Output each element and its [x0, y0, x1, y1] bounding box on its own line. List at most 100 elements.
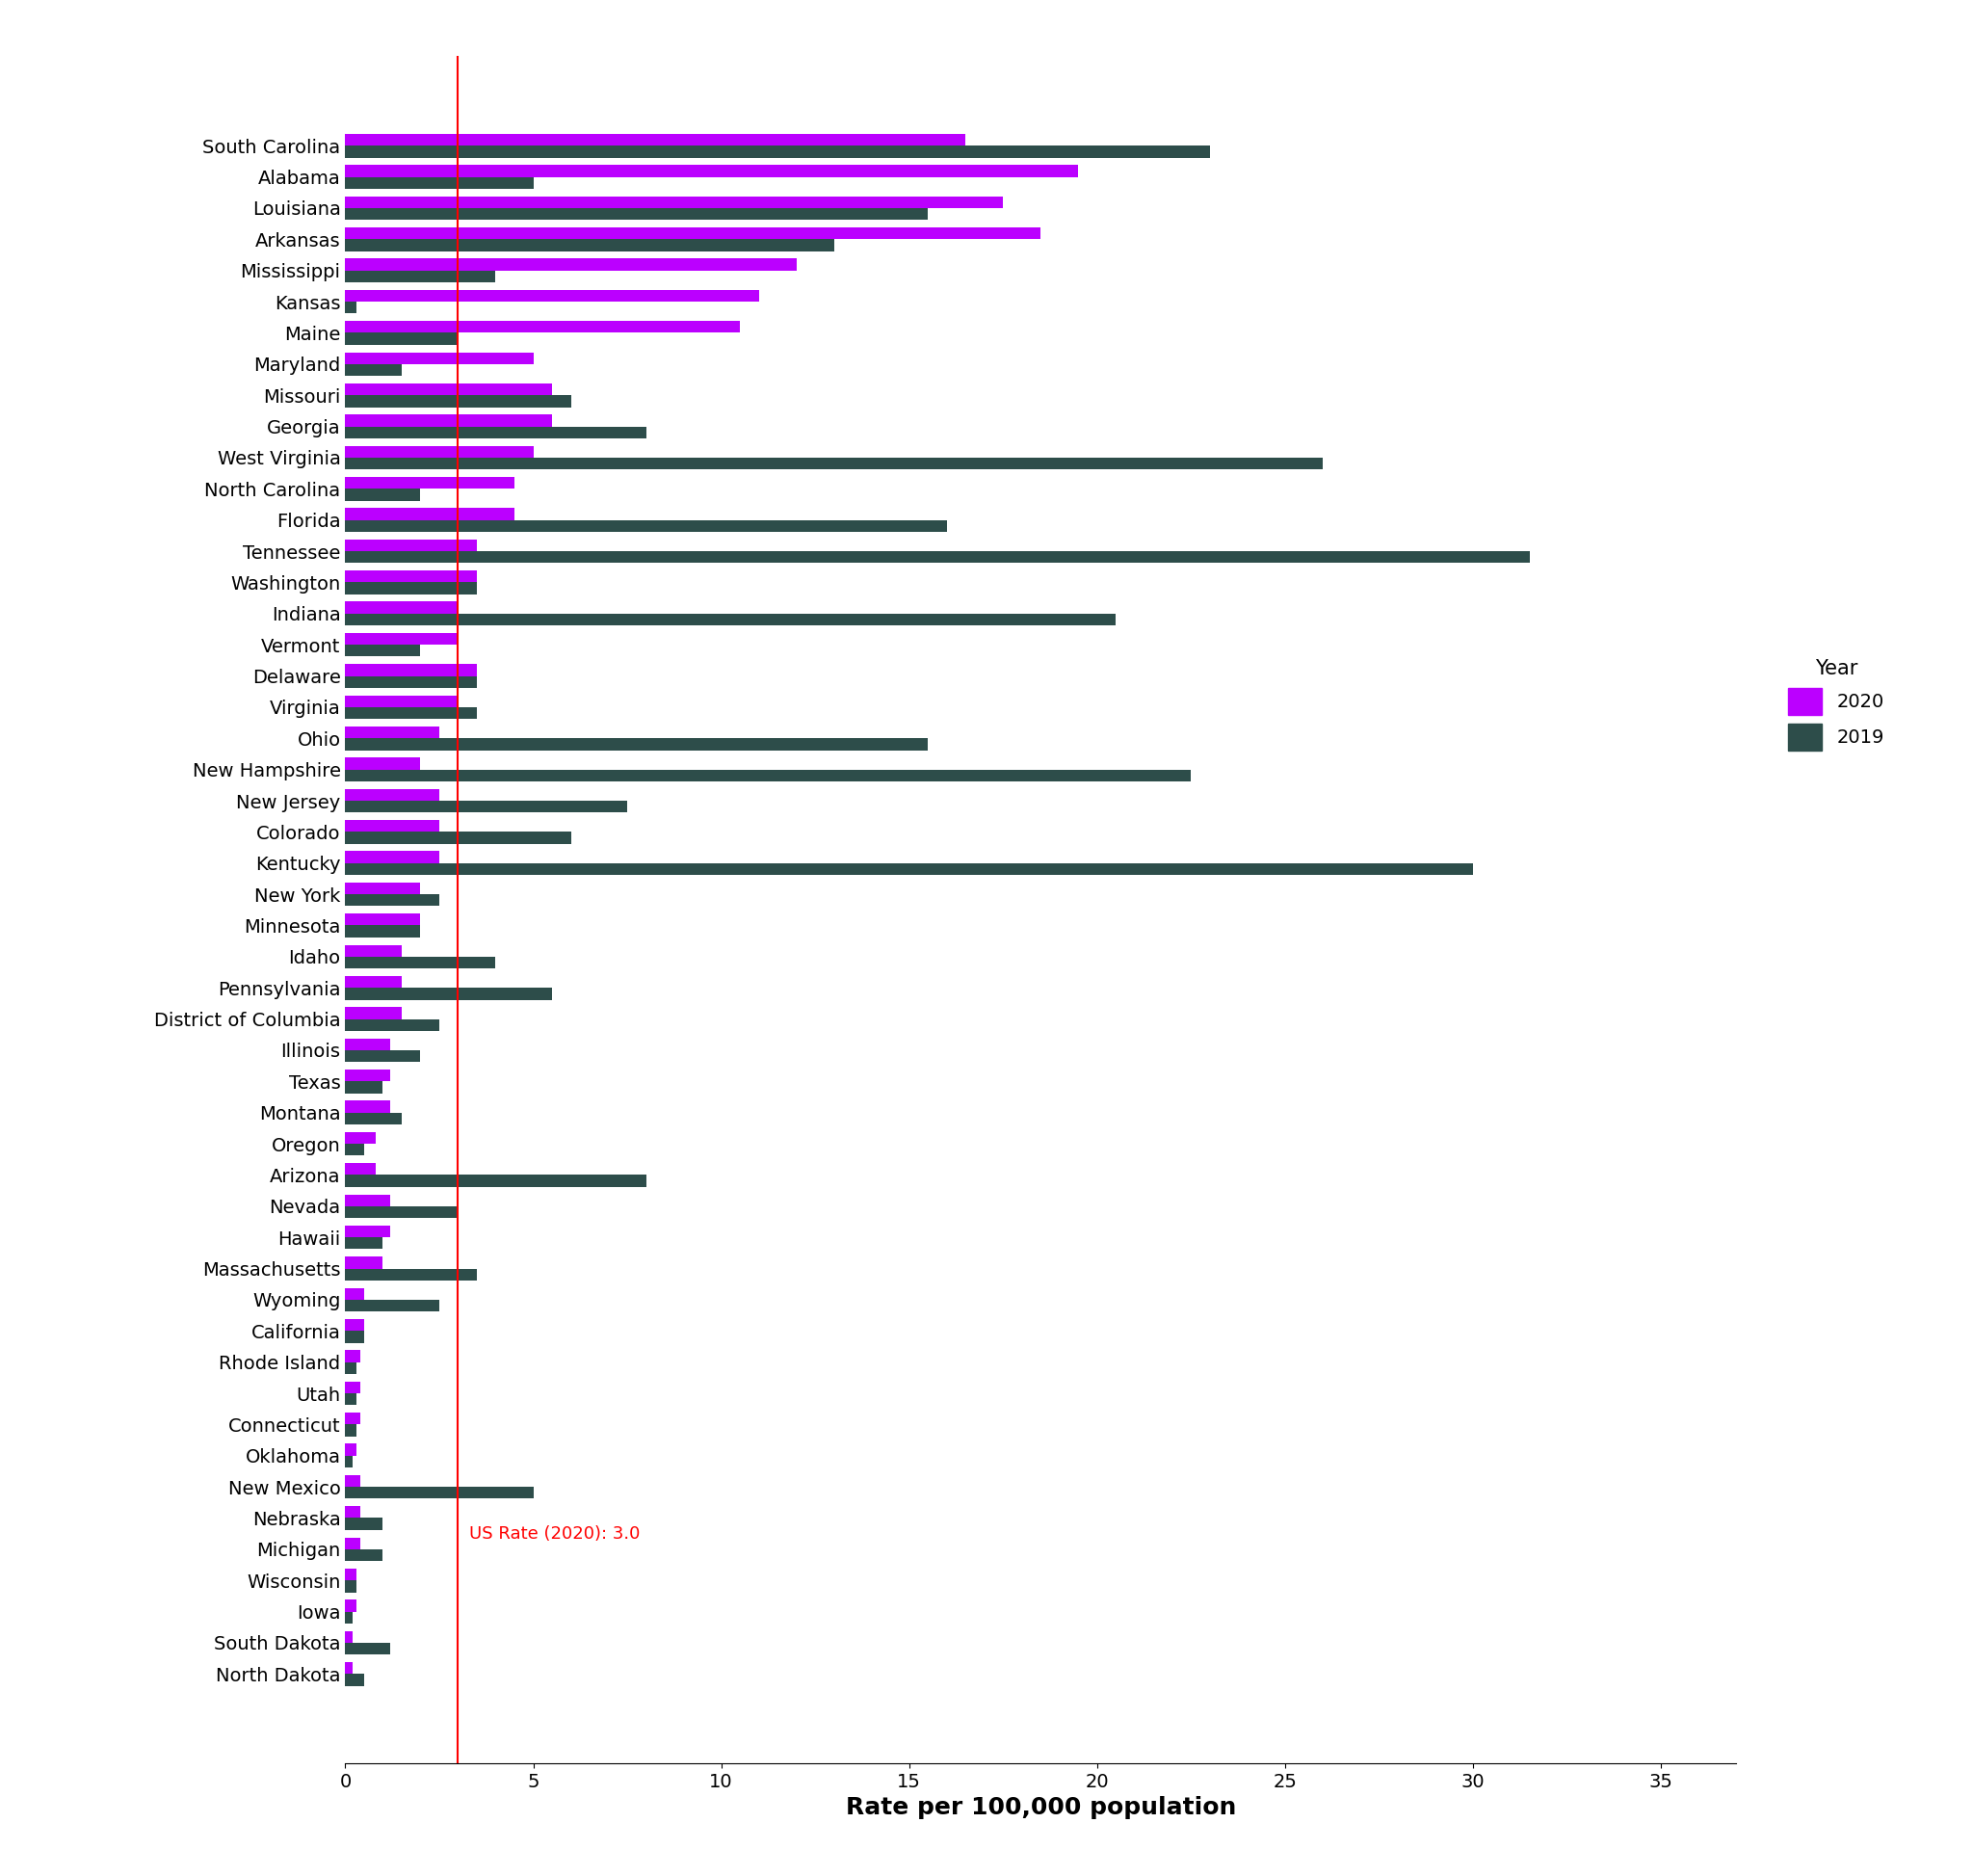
Bar: [345, 270, 495, 281]
Bar: [345, 1456, 353, 1467]
Bar: [345, 1206, 458, 1218]
Bar: [345, 1174, 645, 1188]
Bar: [345, 133, 965, 146]
Bar: [345, 801, 627, 812]
Bar: [345, 1287, 365, 1300]
Bar: [345, 957, 495, 968]
X-axis label: Rate per 100,000 population: Rate per 100,000 population: [846, 1797, 1235, 1820]
Bar: [345, 1225, 391, 1238]
Bar: [345, 946, 402, 957]
Bar: [345, 1351, 361, 1362]
Bar: [345, 1300, 440, 1311]
Bar: [345, 1051, 420, 1062]
Bar: [345, 1475, 361, 1488]
Bar: [345, 1112, 402, 1124]
Bar: [345, 1101, 391, 1112]
Bar: [345, 1580, 357, 1593]
Bar: [345, 208, 927, 219]
Bar: [345, 165, 1079, 176]
Bar: [345, 1600, 357, 1611]
Bar: [345, 1131, 375, 1144]
Bar: [345, 1445, 357, 1456]
Bar: [345, 176, 533, 189]
Bar: [345, 582, 477, 595]
Bar: [345, 332, 458, 345]
Bar: [345, 914, 420, 925]
Bar: [345, 508, 515, 520]
Bar: [345, 1413, 361, 1424]
Bar: [345, 852, 440, 863]
Bar: [345, 1488, 533, 1499]
Bar: [345, 197, 1002, 208]
Bar: [345, 1518, 383, 1531]
Bar: [345, 1330, 365, 1343]
Bar: [345, 1007, 402, 1019]
Bar: [345, 645, 420, 657]
Bar: [345, 302, 357, 313]
Text: US Rate (2020): 3.0: US Rate (2020): 3.0: [470, 1525, 639, 1542]
Bar: [345, 415, 552, 426]
Bar: [345, 383, 552, 396]
Bar: [345, 820, 440, 831]
Bar: [345, 1019, 440, 1032]
Bar: [345, 613, 1117, 625]
Bar: [345, 426, 645, 439]
Bar: [345, 538, 477, 552]
Bar: [345, 925, 420, 938]
Bar: [345, 602, 458, 613]
Bar: [345, 353, 533, 364]
Bar: [345, 321, 740, 332]
Bar: [345, 1643, 391, 1655]
Bar: [345, 396, 570, 407]
Bar: [345, 227, 1042, 240]
Bar: [345, 259, 797, 270]
Bar: [345, 1195, 391, 1206]
Bar: [345, 675, 477, 688]
Bar: [345, 758, 420, 769]
Bar: [345, 1424, 357, 1437]
Bar: [345, 1144, 365, 1156]
Bar: [345, 1381, 361, 1394]
Bar: [345, 520, 947, 533]
Bar: [345, 1568, 357, 1580]
Bar: [345, 490, 420, 501]
Bar: [345, 240, 835, 251]
Bar: [345, 831, 570, 844]
Bar: [345, 769, 1192, 782]
Bar: [345, 1238, 383, 1249]
Bar: [345, 477, 515, 490]
Bar: [345, 788, 440, 801]
Bar: [345, 1319, 365, 1330]
Bar: [345, 632, 458, 645]
Bar: [345, 882, 420, 895]
Bar: [345, 1069, 391, 1081]
Bar: [345, 989, 552, 1000]
Bar: [345, 696, 458, 707]
Bar: [345, 1081, 383, 1094]
Bar: [345, 1394, 357, 1405]
Bar: [345, 446, 533, 458]
Bar: [345, 458, 1322, 469]
Bar: [345, 895, 440, 906]
Bar: [345, 552, 1529, 563]
Bar: [345, 707, 477, 719]
Bar: [345, 976, 402, 989]
Bar: [345, 863, 1474, 874]
Bar: [345, 726, 440, 739]
Bar: [345, 289, 760, 302]
Bar: [345, 1506, 361, 1518]
Bar: [345, 1662, 353, 1673]
Bar: [345, 739, 927, 750]
Bar: [345, 1362, 357, 1373]
Bar: [345, 664, 477, 675]
Legend: 2020, 2019: 2020, 2019: [1780, 651, 1894, 760]
Bar: [345, 1673, 365, 1687]
Bar: [345, 1538, 361, 1550]
Bar: [345, 1257, 383, 1268]
Bar: [345, 1268, 477, 1281]
Bar: [345, 146, 1209, 158]
Bar: [345, 1550, 383, 1561]
Bar: [345, 1037, 391, 1051]
Bar: [345, 1630, 353, 1643]
Bar: [345, 1163, 375, 1174]
